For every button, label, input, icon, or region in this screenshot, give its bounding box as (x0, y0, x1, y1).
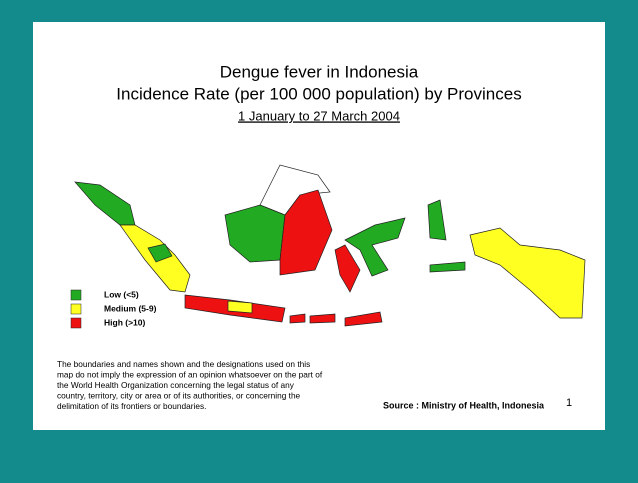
disclaimer-line: country, territory, city or area or of i… (57, 391, 301, 401)
date-range: 1 January to 27 March 2004 (238, 108, 400, 123)
province (309, 313, 336, 324)
disclaimer-line: delimitation of its frontiers or boundar… (57, 401, 206, 411)
province (429, 261, 466, 273)
province (344, 217, 406, 277)
province (289, 313, 306, 324)
legend-swatch (70, 289, 82, 301)
source: Source : Ministry of Health, Indonesia (383, 400, 545, 410)
province (427, 199, 447, 241)
disclaimer-line: The boundaries and names shown and the d… (57, 359, 310, 369)
province (147, 243, 173, 263)
disclaimer-line: the World Health Organization concerning… (57, 380, 295, 390)
legend-label: High (>10) (104, 317, 145, 327)
province (344, 311, 383, 327)
province (334, 244, 361, 293)
title: Incidence Rate (per 100 000 population) … (116, 84, 521, 103)
province (469, 227, 586, 319)
province (279, 189, 333, 276)
legend-swatch (70, 303, 82, 315)
legend-label: Medium (5-9) (104, 303, 157, 313)
map (74, 164, 586, 327)
disclaimer: The boundaries and names shown and the d… (57, 359, 323, 411)
page-number: 1 (566, 397, 572, 409)
legend-swatch (70, 317, 82, 329)
legend: Low (<5) Medium (5-9) High (>10) (70, 289, 157, 329)
disclaimer-line: map do not imply the expression of an op… (57, 370, 323, 380)
title: Dengue fever in Indonesia (220, 62, 419, 81)
legend-label: Low (<5) (104, 289, 139, 299)
province (227, 300, 253, 314)
